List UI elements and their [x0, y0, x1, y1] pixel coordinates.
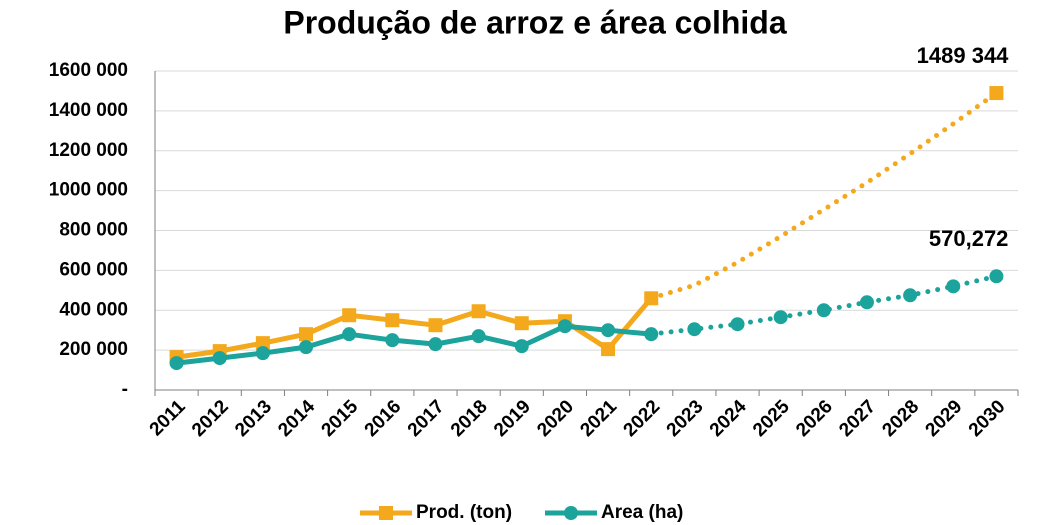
y-tick-label: 1600 000: [49, 60, 128, 81]
point: [687, 322, 702, 337]
series-line: [176, 323, 652, 366]
x-tick-label: 2015: [318, 396, 363, 441]
x-tick-label: 2028: [878, 396, 923, 441]
projection-line: [648, 273, 999, 337]
point: [773, 310, 788, 325]
y-tick-label: 800 000: [59, 220, 128, 241]
legend-label: Area (ha): [601, 502, 683, 523]
x-tick-label: 2021: [576, 396, 621, 441]
point: [385, 313, 400, 328]
x-tick-label: 2011: [146, 396, 190, 440]
point: [946, 279, 961, 294]
y-tick-label: -: [122, 379, 128, 400]
legend-marker: [564, 506, 578, 520]
point: [255, 346, 270, 361]
point: [903, 288, 918, 303]
point: [601, 323, 616, 338]
point: [299, 327, 314, 342]
value-label: 1489 344: [917, 43, 1010, 68]
x-tick-label: 2020: [533, 396, 578, 441]
point: [514, 339, 529, 354]
x-tick-label: 2012: [188, 396, 233, 441]
y-tick-label: 200 000: [59, 339, 128, 360]
point: [385, 333, 400, 348]
point: [730, 317, 745, 332]
legend-label: Prod. (ton): [416, 502, 512, 523]
legend-marker: [379, 506, 393, 520]
x-tick-label: 2019: [490, 396, 535, 441]
chart-title: Produção de arroz e área colhida: [283, 4, 786, 40]
point: [471, 329, 486, 344]
point: [816, 303, 831, 318]
x-tick-label: 2027: [835, 396, 880, 441]
x-tick-label: 2024: [706, 396, 751, 441]
y-tick-label: 600 000: [59, 259, 128, 280]
point: [428, 318, 443, 333]
point: [557, 319, 572, 334]
x-tick-label: 2022: [620, 396, 665, 441]
point: [212, 351, 227, 366]
point: [644, 291, 659, 306]
point: [299, 340, 314, 355]
x-tick-label: 2018: [447, 396, 492, 441]
point: [342, 308, 357, 323]
x-tick-label: 2013: [231, 396, 276, 441]
point: [989, 86, 1004, 101]
point: [471, 304, 486, 319]
point: [859, 295, 874, 310]
x-tick-label: 2025: [749, 396, 794, 441]
x-tick-label: 2023: [663, 396, 708, 441]
x-tick-label: 2016: [361, 396, 406, 441]
point: [428, 337, 443, 352]
y-tick-label: 1200 000: [49, 140, 128, 161]
projection-line: [648, 90, 999, 301]
point: [169, 356, 184, 371]
point: [644, 327, 659, 342]
x-tick-label: 2030: [965, 396, 1010, 441]
point: [342, 327, 357, 342]
x-tick-label: 2014: [274, 396, 319, 441]
y-tick-label: 1400 000: [49, 100, 128, 121]
point: [255, 336, 270, 351]
x-tick-label: 2017: [404, 396, 449, 441]
y-tick-label: 400 000: [59, 299, 128, 320]
value-label: 570,272: [929, 226, 1009, 251]
x-tick-label: 2029: [922, 396, 967, 441]
y-tick-label: 1000 000: [49, 180, 128, 201]
point: [514, 316, 529, 331]
x-tick-label: 2026: [792, 396, 837, 441]
point: [989, 269, 1004, 284]
point: [601, 342, 616, 357]
